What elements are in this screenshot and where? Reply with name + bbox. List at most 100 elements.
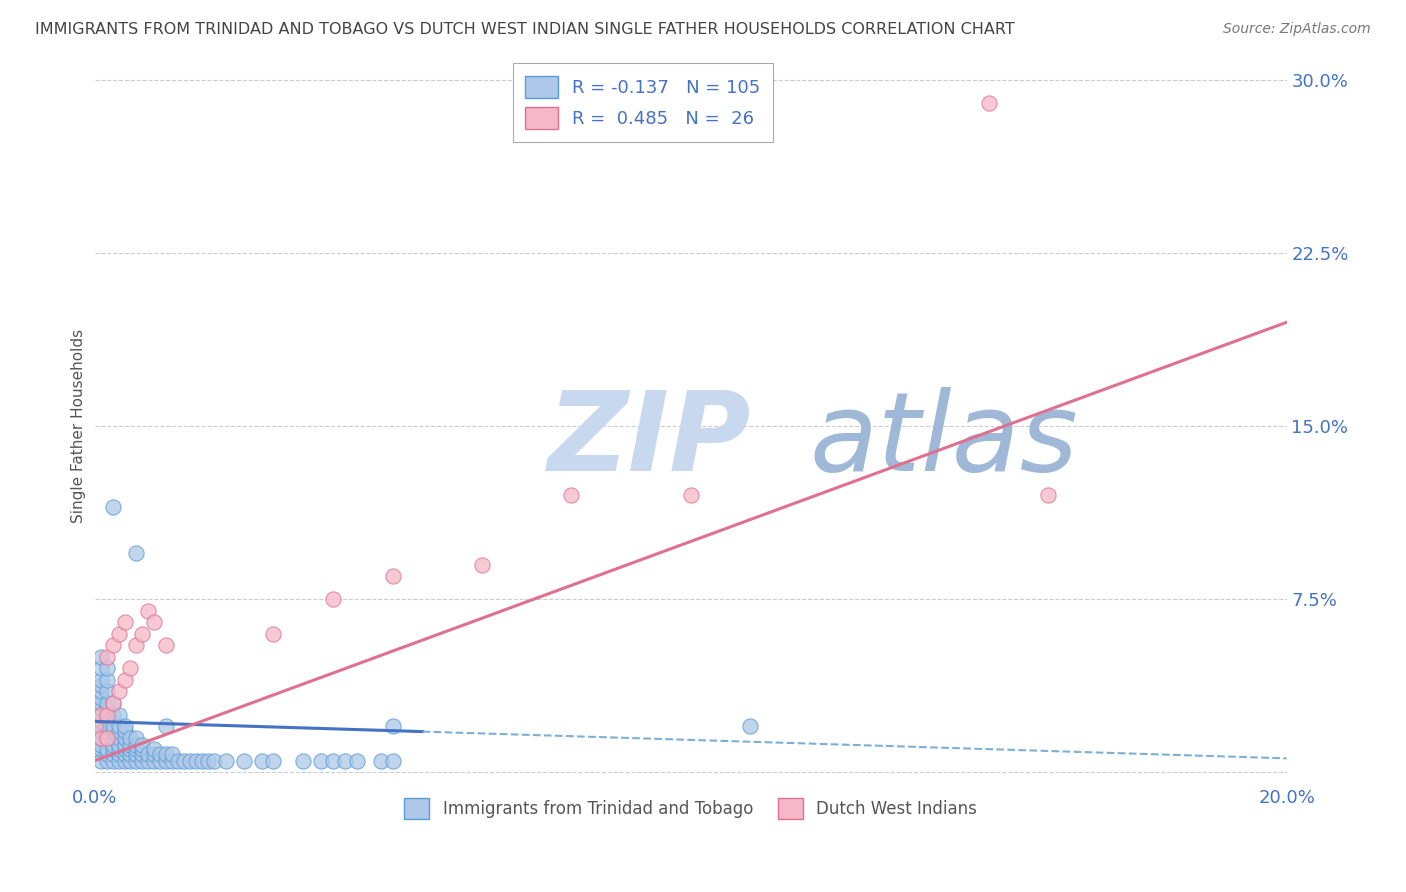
Point	[96, 684, 118, 698]
Point	[114, 731, 136, 745]
Point	[101, 731, 124, 745]
Point	[83, 696, 105, 710]
Point	[131, 738, 153, 752]
Point	[90, 707, 112, 722]
Point	[167, 754, 190, 768]
Point	[101, 638, 124, 652]
Point	[114, 615, 136, 630]
Point	[90, 684, 112, 698]
Point	[381, 569, 404, 583]
Point	[120, 661, 142, 675]
Point	[107, 684, 129, 698]
Point	[131, 742, 153, 756]
Point	[83, 742, 105, 756]
Point	[114, 719, 136, 733]
Point	[197, 754, 219, 768]
Point	[107, 627, 129, 641]
Point	[96, 696, 118, 710]
Point	[96, 700, 118, 714]
Point	[173, 754, 195, 768]
Point	[101, 742, 124, 756]
Legend: Immigrants from Trinidad and Tobago, Dutch West Indians: Immigrants from Trinidad and Tobago, Dut…	[398, 792, 984, 825]
Point	[114, 742, 136, 756]
Point	[101, 696, 124, 710]
Text: ZIP: ZIP	[547, 387, 751, 494]
Point	[90, 696, 112, 710]
Text: Source: ZipAtlas.com: Source: ZipAtlas.com	[1223, 22, 1371, 37]
Point	[114, 747, 136, 761]
Point	[125, 742, 148, 756]
Point	[120, 742, 142, 756]
Point	[90, 661, 112, 675]
Point	[1038, 488, 1060, 502]
Point	[90, 673, 112, 687]
Point	[143, 742, 166, 756]
Point	[107, 719, 129, 733]
Point	[149, 747, 172, 761]
Point	[138, 604, 160, 618]
Point	[101, 500, 124, 514]
Point	[143, 747, 166, 761]
Point	[107, 723, 129, 738]
Point	[292, 754, 315, 768]
Point	[90, 707, 112, 722]
Point	[160, 754, 183, 768]
Point	[179, 754, 201, 768]
Point	[250, 754, 273, 768]
Point	[90, 738, 112, 752]
Point	[143, 615, 166, 630]
Point	[107, 738, 129, 752]
Point	[114, 754, 136, 768]
Point	[90, 754, 112, 768]
Point	[90, 731, 112, 745]
Point	[263, 627, 285, 641]
Point	[125, 638, 148, 652]
Point	[107, 754, 129, 768]
Point	[160, 747, 183, 761]
Point	[120, 754, 142, 768]
Point	[96, 661, 118, 675]
Point	[131, 747, 153, 761]
Point	[155, 754, 177, 768]
Point	[114, 673, 136, 687]
Point	[215, 754, 238, 768]
Point	[125, 738, 148, 752]
Point	[90, 677, 112, 691]
Point	[155, 719, 177, 733]
Point	[90, 700, 112, 714]
Point	[96, 649, 118, 664]
Point	[114, 738, 136, 752]
Point	[138, 754, 160, 768]
Point	[381, 754, 404, 768]
Point	[322, 754, 344, 768]
Point	[90, 719, 112, 733]
Point	[107, 747, 129, 761]
Point	[90, 742, 112, 756]
Point	[191, 754, 214, 768]
Point	[96, 742, 118, 756]
Point	[125, 747, 148, 761]
Point	[96, 731, 118, 745]
Text: atlas: atlas	[810, 387, 1078, 494]
Point	[83, 719, 105, 733]
Point	[96, 754, 118, 768]
Point	[381, 719, 404, 733]
Point	[322, 592, 344, 607]
Point	[143, 754, 166, 768]
Point	[96, 707, 118, 722]
Point	[90, 714, 112, 729]
Point	[107, 731, 129, 745]
Point	[120, 731, 142, 745]
Point	[125, 546, 148, 560]
Point	[740, 719, 762, 733]
Point	[679, 488, 702, 502]
Point	[202, 754, 225, 768]
Point	[101, 747, 124, 761]
Point	[83, 707, 105, 722]
Point	[560, 488, 582, 502]
Point	[149, 754, 172, 768]
Point	[114, 723, 136, 738]
Point	[107, 707, 129, 722]
Point	[263, 754, 285, 768]
Point	[370, 754, 392, 768]
